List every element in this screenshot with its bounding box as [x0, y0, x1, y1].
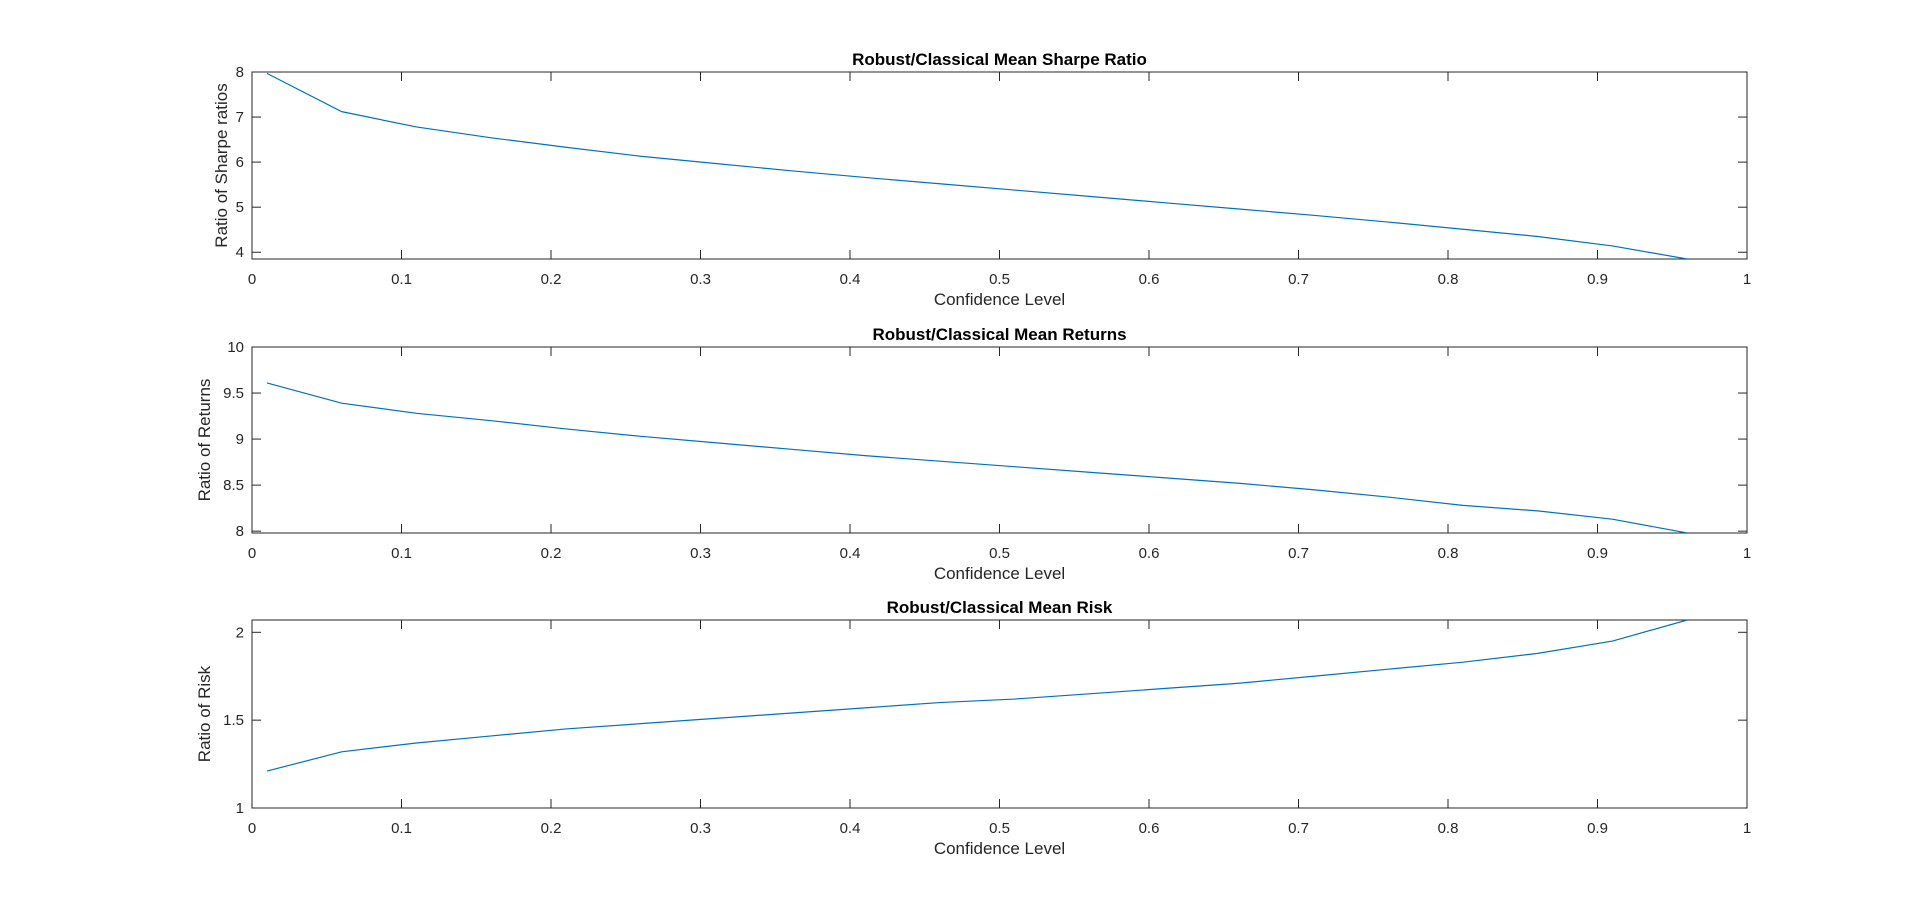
x-tick-label: 1 [1743, 545, 1751, 562]
x-tick-label: 0 [248, 545, 256, 562]
x-tick-label: 0.3 [690, 820, 711, 837]
x-tick-label: 0.6 [1139, 545, 1160, 562]
x-tick-label: 0.1 [391, 545, 412, 562]
x-tick-label: 0.3 [690, 545, 711, 562]
x-tick-label: 0.8 [1438, 271, 1459, 288]
y-tick-label: 8.5 [223, 477, 244, 494]
x-tick-label: 0.5 [989, 820, 1010, 837]
y-tick-label: 7 [236, 109, 244, 126]
x-tick-label: 1 [1743, 271, 1751, 288]
x-tick-label: 0.4 [840, 271, 861, 288]
x-tick-label: 0.8 [1438, 545, 1459, 562]
y-tick-label: 2 [236, 624, 244, 641]
y-axis-label: Ratio of Returns [195, 379, 214, 502]
chart-title: Robust/Classical Mean Returns [872, 325, 1126, 344]
x-tick-label: 0.6 [1139, 271, 1160, 288]
x-tick-label: 0.2 [541, 820, 562, 837]
x-tick-label: 0.8 [1438, 820, 1459, 837]
x-tick-label: 0 [248, 820, 256, 837]
x-tick-label: 0.1 [391, 820, 412, 837]
chart-title: Robust/Classical Mean Risk [887, 598, 1113, 617]
y-tick-label: 10 [227, 339, 244, 356]
y-axis-label: Ratio of Risk [195, 665, 214, 762]
x-tick-label: 0.5 [989, 545, 1010, 562]
x-tick-label: 0.2 [541, 271, 562, 288]
axes-box [251, 71, 1748, 260]
y-tick-label: 4 [236, 244, 244, 261]
chart-title: Robust/Classical Mean Sharpe Ratio [852, 50, 1147, 69]
axes-box [251, 619, 1748, 809]
x-tick-label: 0.6 [1139, 820, 1160, 837]
y-tick-label: 1 [236, 800, 244, 817]
x-tick-label: 0.7 [1288, 271, 1309, 288]
series-line-1 [266, 620, 1688, 772]
x-tick-label: 0.7 [1288, 820, 1309, 837]
x-axis-label: Confidence Level [934, 290, 1065, 309]
series-line-1 [266, 382, 1688, 533]
x-tick-label: 0.9 [1587, 545, 1608, 562]
x-axis-label: Confidence Level [934, 564, 1065, 583]
y-tick-label: 9.5 [223, 385, 244, 402]
series-line-1 [266, 72, 1688, 259]
x-tick-label: 0.5 [989, 271, 1010, 288]
axes-box [251, 346, 1748, 534]
x-tick-label: 0.2 [541, 545, 562, 562]
y-tick-label: 9 [236, 431, 244, 448]
x-tick-label: 0.9 [1587, 820, 1608, 837]
subplot-2: 0 0.1 0.2 0.3 0.4 0.5 0.6 0.7 0.8 0.9 1 8 8.5 9 9.5 10 R… [195, 325, 1751, 583]
x-tick-label: 0.4 [840, 820, 861, 837]
subplot-3: 0 0.1 0.2 0.3 0.4 0.5 0.6 0.7 0.8 0.9 1 1 1.5 2 Robust… [195, 598, 1751, 858]
subplot-1: 0 0.1 0.2 0.3 0.4 0.5 0.6 0.7 0.8 0.9 1 4 5 6 7 8 Robust… [212, 50, 1751, 309]
x-tick-label: 0 [248, 271, 256, 288]
x-tick-label: 0.4 [840, 545, 861, 562]
x-tick-label: 0.3 [690, 271, 711, 288]
x-tick-label: 0.9 [1587, 271, 1608, 288]
x-tick-label: 1 [1743, 820, 1751, 837]
y-tick-label: 6 [236, 154, 244, 171]
y-tick-label: 8 [236, 64, 244, 81]
y-axis-label: Ratio of Sharpe ratios [212, 83, 231, 247]
x-tick-label: 0.1 [391, 271, 412, 288]
x-axis-label: Confidence Level [934, 839, 1065, 858]
y-tick-label: 5 [236, 199, 244, 216]
y-tick-label: 1.5 [223, 712, 244, 729]
y-tick-label: 8 [236, 523, 244, 540]
x-tick-label: 0.7 [1288, 545, 1309, 562]
